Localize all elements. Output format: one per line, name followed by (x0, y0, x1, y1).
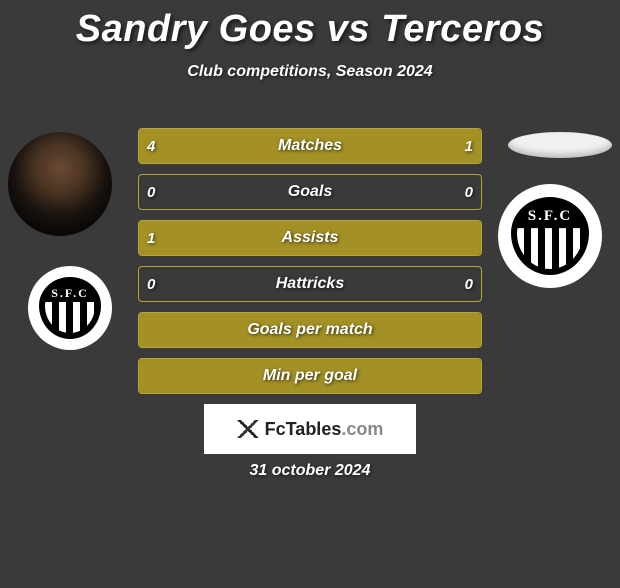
player-right-club-badge: S.F.C (498, 184, 602, 288)
stat-label: Min per goal (139, 359, 481, 393)
fctables-logo-text: FcTables.com (265, 419, 384, 440)
stat-row: Goals0 0 (138, 174, 482, 210)
stat-value-left: 0 (147, 175, 155, 209)
club-badge-text: S.F.C (511, 208, 589, 225)
stat-value-left: 4 (147, 129, 155, 163)
stat-value-right: 0 (465, 175, 473, 209)
fctables-logo[interactable]: FcTables.com (204, 404, 416, 454)
stat-value-left: 1 (147, 221, 155, 255)
stat-value-right: 0 (465, 267, 473, 301)
stat-row: Goals per match (138, 312, 482, 348)
stat-label: Goals per match (139, 313, 481, 347)
stat-label: Matches (139, 129, 481, 163)
comparison-chart: Matches41Goals00Assists1Hattricks00Goals… (138, 128, 482, 404)
stat-row: Min per goal (138, 358, 482, 394)
generated-date: 31 october 2024 (0, 462, 620, 480)
stat-row: Hattricks0 0 (138, 266, 482, 302)
fctables-logo-icon (237, 420, 259, 438)
stat-row: Assists1 (138, 220, 482, 256)
stat-row: Matches4 1 (138, 128, 482, 164)
page-title: Sandry Goes vs Terceros (0, 8, 620, 51)
club-badge-text: S.F.C (39, 286, 101, 301)
player-right-avatar (508, 132, 612, 158)
stat-label: Hattricks (139, 267, 481, 301)
player-left-club-badge: S.F.C (28, 266, 112, 350)
player-left-avatar (8, 132, 112, 236)
page-subtitle: Club competitions, Season 2024 (0, 63, 620, 81)
stat-label: Assists (139, 221, 481, 255)
stat-value-right: 1 (465, 129, 473, 163)
stat-label: Goals (139, 175, 481, 209)
stat-value-left: 0 (147, 267, 155, 301)
